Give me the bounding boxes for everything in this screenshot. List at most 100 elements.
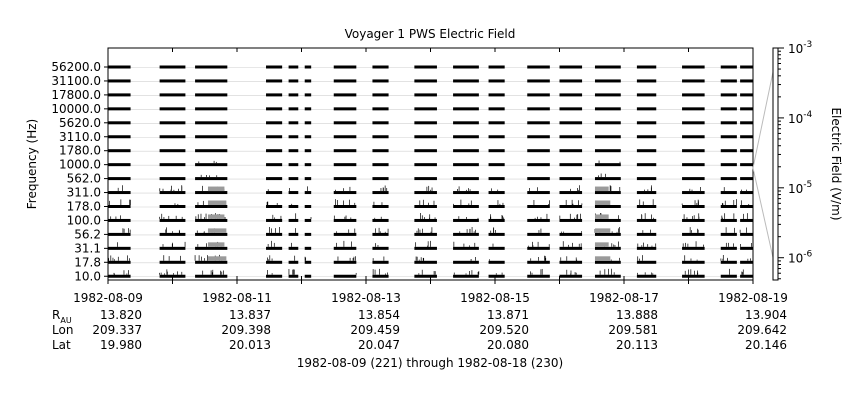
channel-noise-spikes — [639, 199, 654, 205]
channel-noise-spikes — [416, 227, 433, 233]
channel-data-segment — [488, 191, 505, 195]
time-axis: 1982-08-09 1982-08-11 1982-08-13 1982-08-15… — [73, 48, 788, 305]
colorbar-tick-label: 10-5 — [788, 180, 812, 196]
channel-data-segment — [266, 274, 283, 278]
frequency-tick-label: 100.0 — [67, 213, 101, 227]
channel-noise-spikes — [459, 227, 476, 233]
channel-data-segment — [720, 177, 737, 181]
channel-data-segment — [527, 93, 550, 97]
channel-data-segment — [636, 121, 657, 125]
channel-data-segment — [372, 121, 389, 125]
channel-noise-spikes — [533, 200, 550, 205]
channel-noise-spikes — [743, 213, 748, 219]
channel-data-segment — [682, 177, 705, 181]
channel-noise-spikes — [267, 240, 275, 247]
channel-data-segment — [559, 218, 583, 222]
channel-data-segment — [636, 191, 657, 195]
channel-data-segment — [682, 163, 705, 167]
channel-noise-spikes — [267, 255, 273, 261]
channel-data-segment — [372, 246, 389, 250]
channel-data-segment — [304, 65, 312, 69]
channel-data-segment — [594, 135, 621, 139]
channel-noise-spikes — [721, 213, 735, 219]
frequency-tick-label: 17.8 — [74, 255, 101, 269]
channel-data-segment — [559, 205, 583, 208]
channel-data-segment — [594, 205, 621, 208]
channel-noise-spikes — [610, 257, 620, 261]
channel-data-segment — [594, 274, 621, 278]
channel-data-segment — [527, 232, 550, 236]
channel-data-segment — [740, 135, 753, 139]
channel-data-segment — [453, 232, 479, 236]
channel-noise-spikes — [721, 199, 737, 205]
channel-data-segment — [372, 79, 389, 83]
channel-data-segment — [594, 163, 621, 167]
channel-data-segment — [720, 274, 737, 278]
channel-data-segment — [372, 65, 389, 69]
channel-noise-spikes — [528, 241, 550, 247]
channel-data-segment — [414, 246, 437, 250]
channel-data-segment — [288, 232, 299, 236]
frequency-tick-label: 31100.0 — [51, 74, 101, 88]
channel-data-segment — [159, 107, 186, 111]
channel-data-segment — [304, 121, 312, 125]
channel-noise-spikes — [491, 188, 499, 192]
channel-data-segment — [195, 232, 228, 236]
channel-data-segment — [195, 218, 228, 222]
channel-noise-spikes — [637, 255, 643, 261]
channel-data-segment — [333, 121, 357, 125]
channel-noise-spikes — [288, 268, 295, 275]
frequency-tick-label: 3110.0 — [59, 130, 101, 144]
channel-data-segment — [636, 218, 657, 222]
channel-data-segment — [333, 135, 357, 139]
channel-data-segment — [333, 232, 357, 236]
ephemeris-row-label: Lat — [52, 338, 71, 352]
channel-data-segment — [682, 135, 705, 139]
channel-data-segment — [527, 65, 550, 69]
channel-noise-spikes — [453, 241, 476, 247]
channel-noise-spikes — [163, 255, 181, 261]
channel-data-segment — [159, 93, 186, 97]
channel-data-segment — [195, 65, 228, 69]
channel-data-segment — [636, 246, 657, 250]
channel-data-segment — [559, 65, 583, 69]
channel-data-segment — [288, 93, 299, 97]
channel-data-segment — [740, 79, 753, 83]
channel-data-segment — [333, 274, 357, 278]
channel-data-segment — [682, 149, 705, 153]
ephemeris-value: 209.520 — [479, 323, 529, 337]
channel-data-segment — [453, 79, 479, 83]
channel-data-segment — [636, 65, 657, 69]
channel-data-segment — [559, 121, 583, 125]
channel-data-segment — [453, 205, 479, 208]
channel-noise-spikes — [159, 213, 183, 219]
channel-data-segment — [333, 79, 357, 83]
channel-data-segment — [682, 93, 705, 97]
channel-noise-spikes — [110, 215, 121, 219]
channel-data-segment — [682, 191, 705, 195]
channel-noise-spikes — [419, 199, 435, 205]
channel-data-segment — [527, 260, 550, 264]
enhanced-emission-box — [594, 228, 611, 233]
enhanced-emission-box — [207, 200, 227, 205]
channel-data-segment — [266, 177, 283, 181]
channel-noise-spikes — [267, 270, 273, 275]
channel-data-segment — [333, 205, 357, 208]
ephemeris-row-label: Lon — [52, 323, 73, 337]
channel-data-segment — [636, 177, 657, 181]
channel-data-segment — [682, 246, 705, 250]
channel-noise-spikes — [108, 255, 130, 261]
channel-noise-spikes — [741, 269, 744, 275]
channel-data-segment — [682, 121, 705, 125]
channel-data-segment — [304, 274, 312, 278]
channel-data-segment — [108, 79, 131, 83]
channel-noise-spikes — [559, 213, 581, 219]
channel-data-segment — [288, 177, 299, 181]
channel-data-segment — [527, 149, 550, 153]
channel-data-segment — [594, 177, 621, 181]
channel-data-segment — [453, 191, 479, 195]
channel-data-segment — [720, 232, 737, 236]
channel-noise-spikes — [642, 229, 651, 233]
channel-data-segment — [414, 79, 437, 83]
channel-data-segment — [740, 93, 753, 97]
